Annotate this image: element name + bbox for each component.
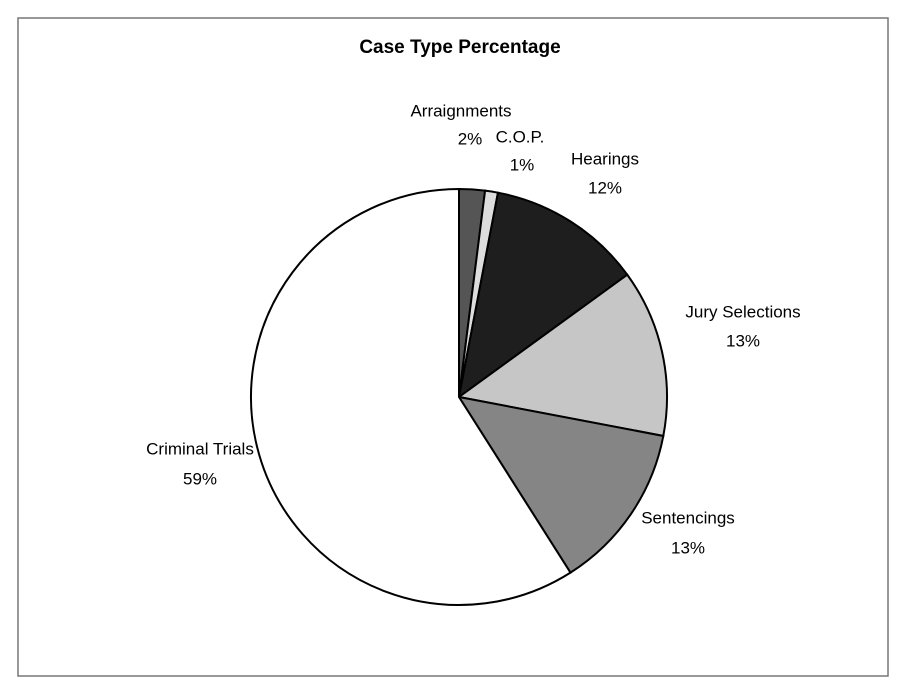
slice-value-label: 1% (510, 155, 535, 174)
slice-label: Criminal Trials (146, 439, 254, 458)
slice-value-label: 59% (183, 469, 217, 488)
pie-slice (250, 187, 572, 606)
slice-value-label: 2% (458, 129, 483, 148)
slice-label: Jury Selections (685, 302, 800, 321)
slice-label: C.O.P. (496, 127, 545, 146)
pie-slice (456, 395, 665, 575)
slice-value-label: 13% (726, 331, 760, 350)
slice-value-label: 13% (671, 538, 705, 557)
pie-slice (457, 191, 629, 400)
slice-label: Arraignments (410, 101, 511, 120)
pie-slice (456, 273, 668, 438)
slice-label: Hearings (571, 149, 639, 168)
chart-title: Case Type Percentage (359, 37, 560, 58)
slice-value-label: 12% (588, 178, 622, 197)
slice-label: Sentencings (641, 508, 735, 527)
